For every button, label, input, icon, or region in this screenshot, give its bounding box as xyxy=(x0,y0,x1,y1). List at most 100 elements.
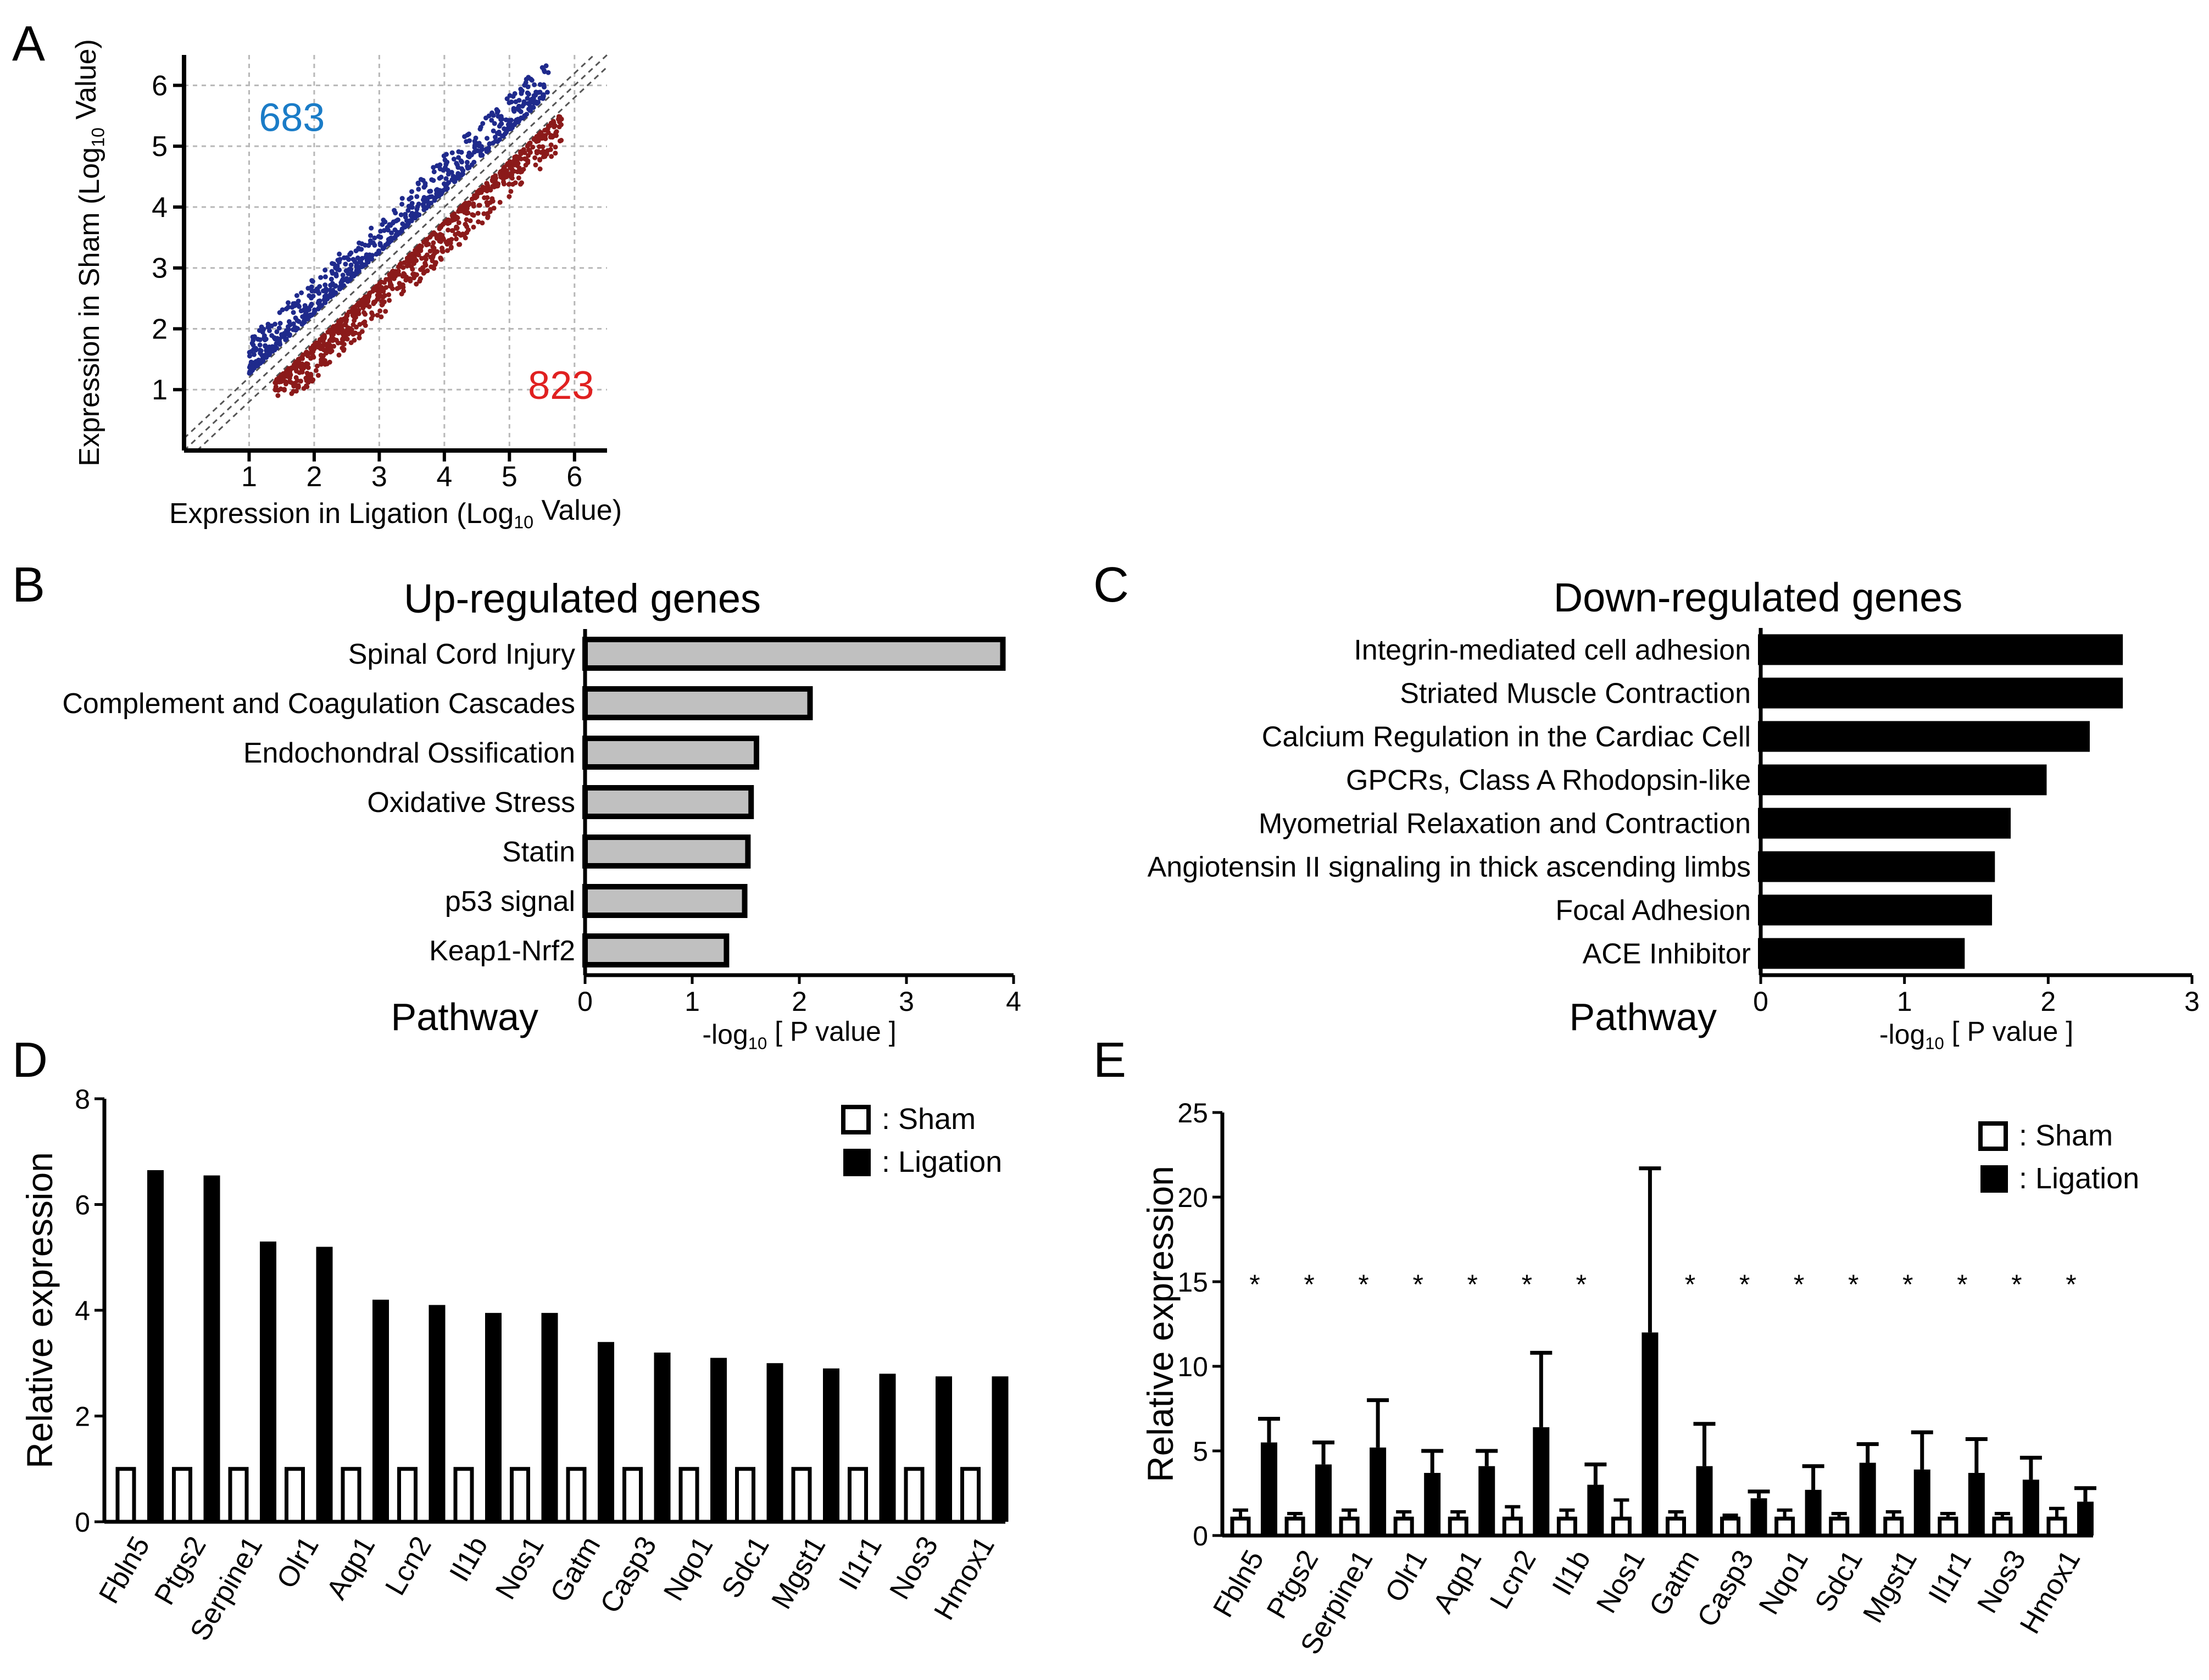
scatter-point-up xyxy=(416,186,421,192)
pathway-bar xyxy=(582,736,759,770)
scatter-point-up xyxy=(355,255,360,260)
scatter-point-up xyxy=(492,121,497,126)
scatter-point-down xyxy=(297,370,302,375)
ligation-bar xyxy=(598,1342,614,1522)
scatter-point-down xyxy=(293,388,299,394)
scatter-point-up xyxy=(399,196,405,201)
scatter-point-down xyxy=(409,264,414,269)
scatter-point-down xyxy=(476,219,481,225)
scatter-point-up xyxy=(309,278,315,283)
scatter-point-up xyxy=(451,157,457,162)
ligation-bar xyxy=(485,1312,502,1522)
scatter-point-down xyxy=(478,187,483,192)
scatter-point-up xyxy=(347,252,353,257)
scatter-point-up xyxy=(433,187,439,193)
ligation-bar xyxy=(203,1175,220,1522)
scatter-point-up xyxy=(493,135,498,140)
scatter-point-down xyxy=(418,276,423,281)
significance-star: * xyxy=(1358,1269,1368,1300)
scatter-point-up xyxy=(450,176,456,181)
scatter-point-up xyxy=(543,63,549,69)
scatter-point-down xyxy=(361,310,367,315)
scatter-point-up xyxy=(271,344,277,349)
scatter-point-up xyxy=(525,84,531,90)
pathway-label: Keap1-Nrf2 xyxy=(429,935,575,967)
ligation-bar xyxy=(1478,1466,1495,1536)
scatter-point-up xyxy=(255,337,260,342)
category-axis-label: Pathway xyxy=(1570,995,1717,1038)
scatter-point-down xyxy=(413,250,419,255)
scatter-point-up xyxy=(480,147,485,152)
gene-label: Fbln5 xyxy=(93,1531,156,1609)
scatter-point-up xyxy=(300,321,305,326)
scatter-point-down xyxy=(387,298,392,303)
significance-star: * xyxy=(1957,1269,1967,1300)
scatter-point-up xyxy=(309,295,314,301)
scatter-point-up xyxy=(504,96,510,102)
scatter-point-down xyxy=(282,387,287,392)
y-tick-label: 4 xyxy=(152,192,168,224)
scatter-point-up xyxy=(518,109,524,114)
scatter-point-up xyxy=(476,143,482,149)
y-tick-label: 6 xyxy=(152,70,168,102)
scatter-point-down xyxy=(419,255,425,261)
scatter-point-up xyxy=(359,247,364,252)
scatter-point-up xyxy=(247,371,252,376)
gene-label: Fbln5 xyxy=(1207,1545,1270,1623)
x-axis-label: -log10 [ P value ] xyxy=(702,1016,896,1053)
scatter-point-down xyxy=(400,282,405,287)
pathway-bar xyxy=(1758,894,1993,926)
scatter-point-down xyxy=(356,301,361,306)
scatter-point-up xyxy=(537,82,543,87)
panel-label-c: C xyxy=(1093,558,1129,613)
scatter-point-down xyxy=(533,162,538,168)
scatter-point-up xyxy=(305,286,311,291)
scatter-point-up xyxy=(454,162,460,168)
scatter-point-down xyxy=(357,331,362,337)
ligation-bar xyxy=(879,1373,896,1522)
ligation-bar xyxy=(1968,1473,1985,1536)
scatter-point-up xyxy=(541,93,546,99)
significance-star: * xyxy=(2011,1269,2022,1300)
legend-swatch-sham xyxy=(1978,1121,2008,1151)
scatter-point-down xyxy=(525,143,530,149)
panel-label-b: B xyxy=(12,558,45,613)
gene-label: Il1b xyxy=(1546,1545,1597,1601)
sham-bar xyxy=(566,1467,587,1524)
ligation-bar xyxy=(2022,1479,2039,1536)
scatter-point-up xyxy=(337,286,342,292)
pathway-bar xyxy=(582,933,730,967)
scatter-point-down xyxy=(471,213,476,218)
scatter-point-down xyxy=(516,154,521,160)
scatter-point-down xyxy=(455,215,460,221)
x-tick-label: 3 xyxy=(899,986,914,1017)
pathway-label: Spinal Cord Injury xyxy=(348,638,575,670)
x-tick-label: 6 xyxy=(566,461,582,493)
scatter-point-up xyxy=(252,347,258,352)
gene-label: Aqp1 xyxy=(1427,1545,1488,1618)
down-count-label: 823 xyxy=(528,364,594,408)
scatter-point-down xyxy=(554,129,559,135)
scatter-point-up xyxy=(317,284,322,289)
scatter-point-up xyxy=(478,153,483,158)
scatter-point-up xyxy=(385,227,391,233)
scatter-point-down xyxy=(518,169,523,175)
scatter-point-up xyxy=(388,236,394,242)
scatter-point-down xyxy=(556,114,561,119)
scatter-point-up xyxy=(268,348,274,353)
scatter-point-up xyxy=(323,289,329,294)
scatter-point-down xyxy=(342,333,347,339)
scatter-point-up xyxy=(341,283,346,288)
sham-bar xyxy=(1883,1516,1904,1538)
scatter-point-up xyxy=(282,331,287,336)
scatter-point-down xyxy=(506,182,511,187)
scatter-point-up xyxy=(251,338,256,343)
ligation-bar xyxy=(992,1376,1009,1522)
gene-label: Nos1 xyxy=(489,1531,550,1605)
scatter-point-up xyxy=(408,213,414,218)
scatter-point-down xyxy=(308,371,314,377)
scatter-point-up xyxy=(409,201,415,206)
scatter-point-down xyxy=(387,283,393,289)
scatter-point-down xyxy=(298,379,303,384)
scatter-point-down xyxy=(459,205,464,211)
